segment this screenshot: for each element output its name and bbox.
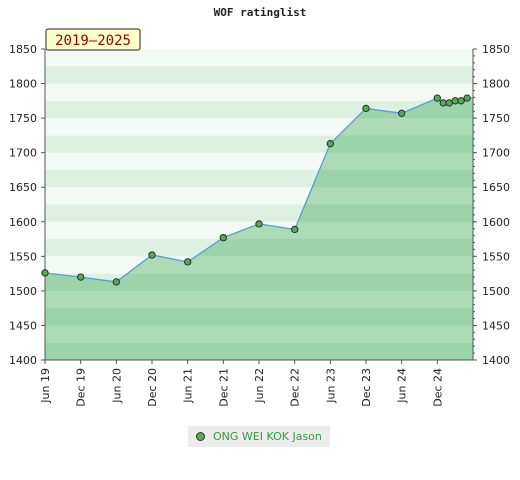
data-point	[112, 278, 120, 286]
y-tick-label-left: 1500	[9, 285, 37, 298]
grid-stripe	[45, 221, 473, 240]
y-axis-right: 1400 1450 1500 1550 1600 1650 1700 1750 1800 1850	[472, 43, 510, 367]
y-tick-label-left: 1450	[9, 319, 37, 332]
data-point	[439, 99, 447, 107]
y-tick-label-right: 1700	[482, 147, 510, 160]
y-tick-label-right: 1400	[482, 354, 510, 367]
data-point	[445, 99, 453, 107]
y-tick-label-right: 1650	[482, 181, 510, 194]
period-badge-group: 2019–2025	[45, 28, 141, 51]
x-tick-label: Dec 23	[360, 368, 373, 407]
grid-stripe	[45, 290, 473, 309]
y-tick-label-right: 1800	[482, 78, 510, 91]
x-axis: Jun 19 Dec 19 Jun 20 Dec 20 Jun 21 Dec 21 Jun …	[39, 359, 473, 407]
data-point	[41, 269, 49, 277]
x-tick-label: Jun 20	[110, 368, 123, 404]
x-tick-label: Dec 19	[75, 368, 88, 407]
y-tick-label-right: 1850	[482, 43, 510, 56]
y-tick-label-left: 1700	[9, 147, 37, 160]
x-tick-label: Jun 23	[324, 368, 337, 404]
data-point	[184, 258, 192, 266]
x-tick-label: Jun 24	[396, 368, 409, 404]
data-point	[255, 220, 263, 228]
chart-title: WOF ratinglist	[213, 6, 307, 19]
y-tick-label-left: 1550	[9, 250, 37, 263]
data-point	[463, 94, 471, 102]
x-tick-label: Jun 19	[39, 368, 52, 404]
y-tick-label-right: 1600	[482, 216, 510, 229]
data-point	[398, 109, 406, 117]
y-tick-label-left: 1400	[9, 354, 37, 367]
data-point	[291, 225, 299, 234]
background-band	[45, 49, 473, 67]
y-tick-label-right: 1450	[482, 319, 510, 332]
period-badge: 2019–2025	[55, 33, 131, 49]
y-tick-label-left: 1850	[9, 43, 37, 56]
x-tick-label: Dec 20	[146, 368, 159, 407]
area-layer	[44, 49, 473, 360]
x-tick-label: Dec 22	[289, 368, 302, 407]
data-point	[219, 234, 227, 242]
data-point	[148, 251, 156, 259]
x-tick-label: Jun 22	[253, 368, 266, 404]
background-band	[45, 66, 473, 84]
legend-marker	[196, 432, 205, 441]
y-tick-label-right: 1500	[482, 285, 510, 298]
data-point	[433, 94, 441, 102]
y-tick-label-left: 1600	[9, 216, 37, 229]
data-point	[77, 273, 85, 281]
y-tick-label-left: 1750	[9, 112, 37, 125]
grid-stripe	[45, 152, 473, 170]
x-tick-label: Dec 24	[431, 368, 444, 407]
data-point	[457, 97, 465, 105]
legend: ONG WEI KOK Jason	[188, 426, 330, 447]
y-tick-label-left: 1800	[9, 78, 37, 91]
grid-stripe	[45, 118, 473, 136]
grid-stripe	[45, 256, 473, 274]
grid-stripe	[45, 83, 473, 101]
y-axis-left: 1400 1450 1500 1550 1600 1650 1700 1750 1800 1850	[9, 43, 46, 367]
background-band	[45, 83, 473, 101]
data-point	[451, 97, 459, 105]
x-tick-label: Jun 21	[182, 368, 195, 404]
series-area	[45, 98, 473, 360]
grid-stripe	[45, 187, 473, 205]
period-badge-box	[45, 28, 141, 51]
x-tick-label: Dec 21	[217, 368, 230, 407]
y-tick-label-left: 1650	[9, 181, 37, 194]
grid-stripe	[45, 325, 473, 343]
grid-stripe	[45, 49, 473, 67]
data-points	[41, 94, 471, 286]
y-tick-label-right: 1550	[482, 250, 510, 263]
data-point	[326, 140, 334, 148]
y-tick-label-right: 1750	[482, 112, 510, 125]
data-point	[362, 104, 370, 113]
legend-label: ONG WEI KOK Jason	[213, 430, 322, 443]
